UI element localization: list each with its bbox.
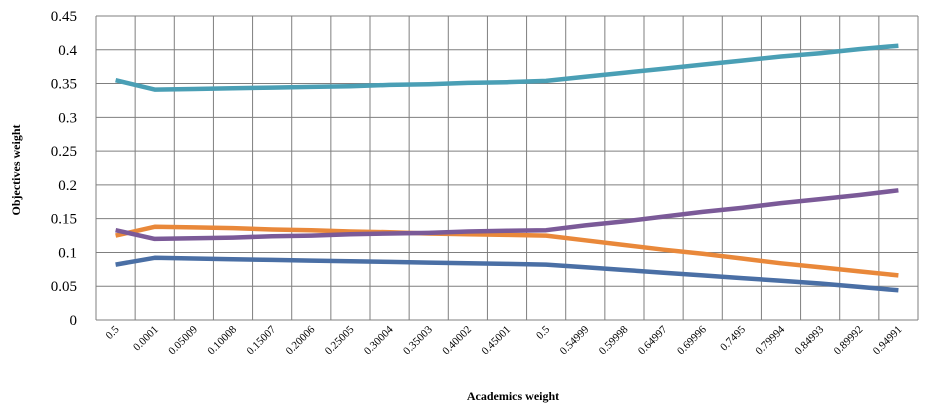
x-tick-label: 0.64997 <box>636 323 670 357</box>
y-tick-label: 0.2 <box>58 178 77 194</box>
y-tick-label: 0.3 <box>58 110 77 126</box>
x-tick-label: 0.25005 <box>323 323 357 357</box>
series-line-3 <box>115 188 899 242</box>
x-axis-title: Academics weight <box>467 389 559 403</box>
series-line-4 <box>115 43 899 92</box>
x-tick-label: 0.7495 <box>718 323 748 353</box>
x-tick-label: 0.5 <box>103 323 122 342</box>
series-line-2 <box>115 224 899 278</box>
y-tick-label: 0.45 <box>51 9 77 25</box>
y-tick-label: 0.35 <box>51 77 77 93</box>
x-tick-label: 0.05009 <box>166 323 200 357</box>
x-tick-label: 0.0001 <box>131 324 161 354</box>
x-tick-label: 0.40002 <box>440 324 474 358</box>
x-tick-label: 0.30004 <box>362 323 396 357</box>
y-tick-label: 0.05 <box>51 279 77 295</box>
x-tick-labels: 0.5 0.0001 0.05009 0.10008 0.15007 0.20006 0.2… <box>103 323 904 357</box>
x-tick-label: 0.35003 <box>401 323 435 357</box>
y-tick-labels: 0 0.05 0.1 0.15 0.2 0.25 0.3 0.35 0.4 0.45 <box>51 9 78 329</box>
y-tick-label: 0.1 <box>58 245 77 261</box>
x-tick-label: 0.89992 <box>832 324 866 358</box>
x-tick-label: 0.69996 <box>675 323 709 357</box>
x-tick-label: 0.84993 <box>792 323 826 357</box>
x-tick-label: 0.15007 <box>244 323 278 357</box>
y-tick-label: 0.25 <box>51 144 77 160</box>
x-tick-label: 0.94991 <box>871 324 905 358</box>
y-axis-title: Objectives weight <box>9 125 23 216</box>
series-line-1 <box>115 255 899 293</box>
gridlines <box>95 15 919 321</box>
x-tick-label: 0.5 <box>534 323 553 342</box>
x-tick-label: 0.54999 <box>558 323 592 357</box>
x-tick-label: 0.20006 <box>284 323 318 357</box>
x-tick-label: 0.10008 <box>205 323 239 357</box>
x-tick-label: 0.45001 <box>479 324 513 358</box>
y-tick-label: 0.15 <box>51 212 77 228</box>
series-lines <box>115 43 899 293</box>
x-tick-label: 0.79994 <box>753 323 787 357</box>
y-tick-label: 0 <box>70 313 78 329</box>
y-tick-label: 0.4 <box>58 43 77 59</box>
x-tick-label: 0.59998 <box>597 323 631 357</box>
